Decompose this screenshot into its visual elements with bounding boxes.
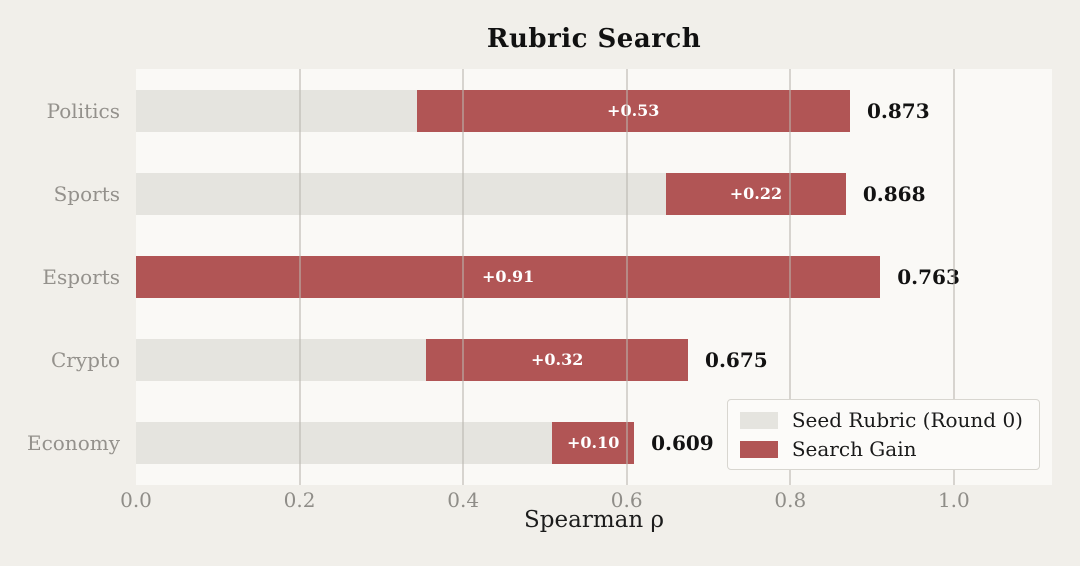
x-tick-label: 0.6 xyxy=(610,488,643,512)
bar-row-esports: +0.91 0.763 xyxy=(136,256,1052,298)
y-tick-label-sports: Sports xyxy=(53,181,120,206)
legend-swatch-seed-icon xyxy=(739,411,778,429)
total-value-label: 0.675 xyxy=(705,348,768,373)
gain-bar-segment: +0.32 xyxy=(426,339,689,382)
gain-bar-segment: +0.22 xyxy=(665,172,846,215)
seed-bar-segment xyxy=(136,89,417,132)
x-axis-label: Spearman ρ xyxy=(524,507,664,533)
gain-bar-segment: +0.53 xyxy=(416,89,850,132)
bar-row-crypto: +0.32 0.675 xyxy=(136,339,1052,382)
x-tick-label: 0.4 xyxy=(447,488,480,512)
bar-row-politics: +0.53 0.873 xyxy=(136,89,1052,132)
gain-value-label: +0.22 xyxy=(729,183,783,203)
gridline xyxy=(952,69,955,485)
total-value-label: 0.609 xyxy=(651,431,714,456)
y-tick-label-crypto: Crypto xyxy=(50,348,120,373)
gain-value-label: +0.53 xyxy=(607,100,660,120)
total-value-label: 0.873 xyxy=(866,98,930,123)
x-tick-label: 0.2 xyxy=(283,488,316,512)
legend-label-gain: Search Gain xyxy=(791,437,917,461)
y-tick-label-esports: Esports xyxy=(42,265,120,289)
bar-row-economy: +0.10 0.609 xyxy=(136,422,1052,465)
x-axis-ticks: 0.0 0.2 0.4 0.6 0.8 1.0 xyxy=(120,488,1052,512)
y-tick-label-economy: Economy xyxy=(26,431,120,456)
bar-row-sports: +0.22 0.868 xyxy=(136,172,1052,215)
y-tick-label-politics: Politics xyxy=(46,98,120,123)
seed-bar-segment xyxy=(136,172,666,215)
plot-area: +0.53 0.873 +0.22 0.868 +0.91 0.763 +0.32 0.675… xyxy=(136,69,1052,485)
legend: Seed Rubric (Round 0) Search Gain xyxy=(726,399,1040,470)
gridline xyxy=(298,69,301,485)
total-value-label: 0.763 xyxy=(897,265,960,289)
y-axis-labels: Politics Sports Esports Crypto Economy xyxy=(0,69,128,485)
gain-bar-segment: +0.91 xyxy=(136,256,881,298)
x-tick-label: 1.0 xyxy=(937,488,970,512)
x-tick-label: 0.0 xyxy=(120,488,152,512)
total-value-label: 0.868 xyxy=(862,181,926,206)
gridline xyxy=(789,69,792,485)
gridline xyxy=(462,69,465,485)
seed-bar-segment xyxy=(136,339,427,382)
gain-value-label: +0.10 xyxy=(566,433,620,453)
legend-label-seed: Seed Rubric (Round 0) xyxy=(791,408,1023,432)
gain-value-label: +0.32 xyxy=(530,350,584,370)
chart-title: Rubric Search xyxy=(486,24,702,54)
legend-swatch-gain-icon xyxy=(739,440,778,458)
legend-item-gain: Search Gain xyxy=(739,437,1023,461)
legend-item-seed: Seed Rubric (Round 0) xyxy=(739,408,1023,432)
gridline xyxy=(625,69,628,485)
gain-value-label: +0.91 xyxy=(481,267,535,286)
gain-bar-segment: +0.10 xyxy=(552,422,635,465)
x-tick-label: 0.8 xyxy=(774,488,807,512)
seed-bar-segment xyxy=(136,422,553,465)
